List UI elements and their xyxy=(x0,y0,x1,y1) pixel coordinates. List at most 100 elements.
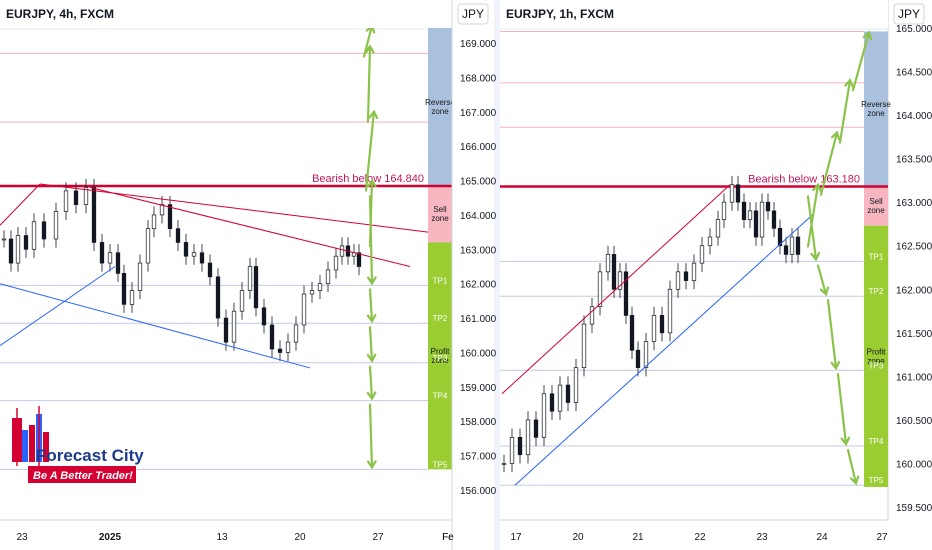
candle-body xyxy=(747,210,753,220)
candle-body xyxy=(15,235,21,264)
y-tick-label: 159.500 xyxy=(896,503,932,514)
trend-line-blue xyxy=(0,283,311,369)
candle-body xyxy=(23,235,29,250)
zone-label-line: Profit xyxy=(431,347,450,356)
zone-profit-zone xyxy=(428,242,452,470)
logo-candle xyxy=(22,430,28,462)
candle-body xyxy=(715,219,721,238)
projection-arrowhead xyxy=(810,251,821,262)
projection-arrow xyxy=(846,448,858,485)
y-tick-label: 163.500 xyxy=(896,155,932,166)
projection-arrow xyxy=(368,194,374,285)
candle-body xyxy=(735,184,741,203)
y-tick-label: 162.500 xyxy=(896,242,932,253)
candle-body xyxy=(99,242,105,264)
zone-label-line: Sell xyxy=(433,205,447,214)
candle-body xyxy=(635,349,641,369)
bearish-annotation: Bearish below 163.180 xyxy=(748,174,860,186)
logo-candle xyxy=(43,432,49,462)
candle-body xyxy=(107,252,113,264)
candle-body xyxy=(167,204,173,230)
candle-body xyxy=(789,236,795,255)
projection-arrow xyxy=(368,365,374,400)
y-tick-label: 160.500 xyxy=(896,416,932,427)
candle-body xyxy=(759,201,765,238)
y-tick-label: 161.500 xyxy=(896,329,932,340)
zone-reverse-zone xyxy=(428,27,452,187)
zone-sell-zone xyxy=(864,186,888,226)
candle-body xyxy=(765,201,771,212)
candle-body xyxy=(215,276,221,319)
candle-body xyxy=(565,384,571,403)
y-tick-label: 156.000 xyxy=(460,486,497,497)
candle-body xyxy=(207,262,213,278)
x-tick-label: 17 xyxy=(510,532,522,543)
candle-body xyxy=(199,252,205,264)
target-label: TP5 xyxy=(433,460,448,469)
candle-body xyxy=(223,317,229,343)
projection-arrow xyxy=(851,31,871,92)
zone-label-line: zone xyxy=(867,356,885,365)
projection-arrowhead xyxy=(840,436,851,447)
brand-tagline: Be A Better Trader! xyxy=(33,470,133,482)
zone-label-line: zone xyxy=(867,109,885,118)
candle-body xyxy=(83,187,89,205)
brand-logo: Forecast City Be A Better Trader! xyxy=(12,406,144,483)
y-tick-label: 164.500 xyxy=(896,68,932,79)
candle-body xyxy=(175,228,181,243)
target-label: TP5 xyxy=(869,476,884,485)
candle-body xyxy=(753,210,759,238)
y-tick-label: 160.000 xyxy=(460,348,497,359)
candle-body xyxy=(145,228,151,264)
x-tick-label: 13 xyxy=(216,532,228,543)
y-tick-label: 160.000 xyxy=(896,459,932,470)
projection-arrow xyxy=(826,299,838,370)
candle-body xyxy=(795,236,801,255)
target-label: TP1 xyxy=(869,252,884,261)
zone-label-line: zone xyxy=(431,356,449,365)
candle-body xyxy=(721,201,727,220)
header-background xyxy=(500,0,888,28)
candle-body xyxy=(137,262,143,291)
zone-label: Sell zone xyxy=(867,197,885,215)
projection-arrow xyxy=(816,264,828,296)
projection-arrow xyxy=(838,79,852,144)
y-tick-label: 161.000 xyxy=(460,314,497,325)
candle-body xyxy=(667,288,673,334)
projection-arrowhead xyxy=(366,353,377,363)
projection-arrowhead xyxy=(366,391,377,401)
zone-label: Reverse zone xyxy=(861,100,891,118)
chart-title: EURJPY, 4h, FXCM xyxy=(6,7,114,21)
candle-body xyxy=(8,238,14,264)
candle-body xyxy=(589,306,595,325)
candle-body xyxy=(333,255,339,271)
zone-label-line: Reverse xyxy=(425,98,455,107)
logo-candle xyxy=(29,425,35,462)
y-tick-label: 159.000 xyxy=(460,383,497,394)
projection-arrow xyxy=(836,373,848,446)
x-tick-label: Fe xyxy=(442,532,454,543)
candle-body xyxy=(783,245,789,255)
x-tick-label: 21 xyxy=(632,532,644,543)
candle-body xyxy=(501,463,507,465)
candle-body xyxy=(191,252,197,257)
candle-body xyxy=(63,190,69,212)
candle-body xyxy=(771,210,777,229)
candle-body xyxy=(247,266,253,291)
y-tick-label: 163.000 xyxy=(460,245,497,256)
zone-label-line: zone xyxy=(431,107,449,116)
projection-arrow xyxy=(362,24,374,58)
projection-arrowhead xyxy=(849,475,860,486)
candle-body xyxy=(183,242,189,257)
target-label: TP3 xyxy=(869,361,884,370)
candle-body xyxy=(691,262,697,281)
currency-label: JPY xyxy=(462,7,484,21)
x-tick-label: 23 xyxy=(756,532,768,543)
zone-label: Reverse zone xyxy=(425,98,455,116)
projection-arrow xyxy=(806,183,820,248)
candle-body xyxy=(261,307,267,326)
trend-line-red xyxy=(39,183,429,233)
candle-body xyxy=(159,204,165,216)
projection-arrowhead xyxy=(366,460,377,470)
